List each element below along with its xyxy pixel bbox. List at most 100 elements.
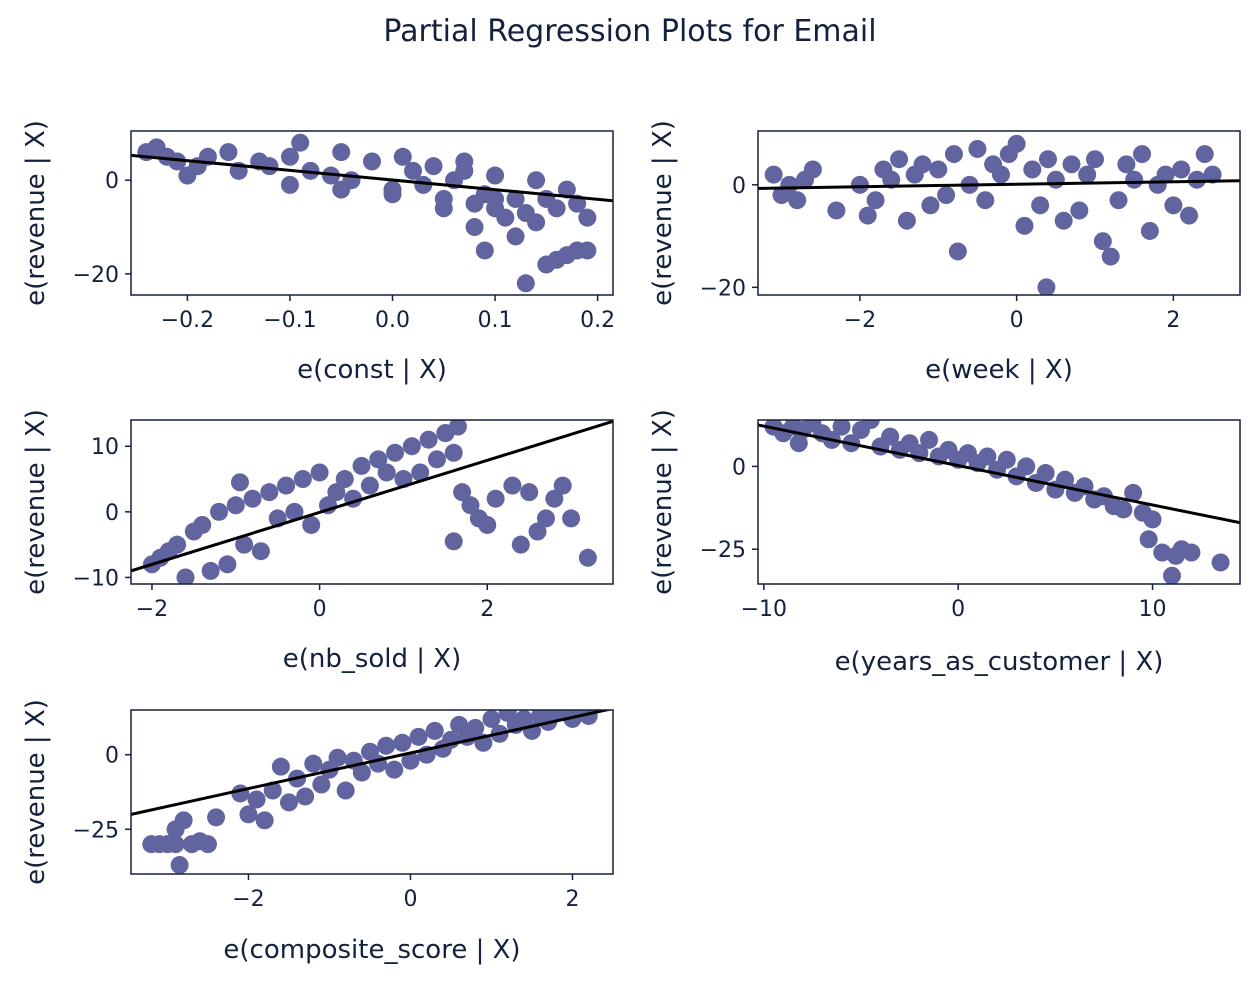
data-point	[948, 242, 967, 261]
data-point	[913, 155, 932, 174]
plot-area	[758, 134, 1240, 295]
data-point	[1023, 160, 1042, 179]
data-point	[991, 165, 1010, 184]
plot-area	[131, 133, 613, 293]
x-tick-label: 0	[1010, 308, 1024, 333]
subplot-4: −10 0 10 −25 0 e(years_as_customer | X) e(reve…	[648, 409, 1241, 677]
data-point	[1036, 464, 1055, 483]
data-point	[352, 456, 371, 475]
data-point	[166, 820, 185, 839]
data-point	[827, 201, 846, 220]
data-point	[503, 476, 522, 495]
y-tick-label: −25	[700, 538, 746, 563]
data-point	[516, 204, 535, 222]
data-point	[506, 227, 525, 246]
data-point	[280, 175, 299, 194]
data-point	[178, 166, 197, 185]
data-point	[448, 420, 467, 436]
x-tick-label: 0	[951, 597, 965, 622]
data-point	[166, 835, 185, 854]
data-point	[536, 509, 555, 528]
data-point	[764, 165, 783, 184]
data-point	[377, 463, 396, 482]
data-point	[832, 420, 851, 436]
y-axis-label: e(revenue | X)	[648, 409, 678, 595]
data-point	[291, 133, 310, 152]
data-point	[1101, 247, 1120, 266]
data-point	[247, 790, 266, 809]
x-tick-label: 0.0	[375, 308, 410, 333]
data-point	[1187, 170, 1206, 189]
data-point	[937, 186, 956, 205]
data-point	[230, 473, 249, 492]
x-tick-label: 0	[403, 887, 417, 912]
data-point	[425, 721, 444, 740]
data-point	[881, 427, 900, 446]
y-axis-label: e(revenue | X)	[21, 409, 51, 595]
data-point	[170, 856, 189, 874]
x-tick-label: 2	[565, 887, 579, 912]
data-point	[528, 522, 547, 541]
data-point	[411, 463, 430, 482]
data-point	[377, 736, 396, 755]
data-point	[235, 535, 254, 554]
axes-frame	[130, 419, 614, 585]
data-point	[352, 763, 371, 782]
data-point	[424, 157, 443, 176]
y-tick-label: 0	[105, 169, 119, 194]
data-point	[419, 430, 438, 449]
data-point	[198, 835, 217, 854]
data-point	[461, 496, 480, 515]
data-point	[453, 483, 472, 502]
x-axis-label: e(nb_sold | X)	[283, 644, 462, 674]
data-point	[1166, 546, 1185, 565]
data-point	[434, 199, 453, 218]
data-point	[527, 171, 546, 190]
y-axis-label: e(revenue | X)	[21, 120, 51, 306]
data-point	[360, 476, 379, 495]
data-point	[920, 430, 939, 449]
fit-line	[131, 710, 613, 816]
x-tick-label: 10	[1139, 597, 1167, 622]
data-point	[369, 450, 388, 469]
data-point	[858, 206, 877, 225]
data-point	[176, 568, 195, 584]
data-point	[279, 793, 298, 812]
data-point	[547, 199, 566, 218]
data-point	[475, 241, 494, 260]
data-point	[310, 463, 329, 482]
fit-line	[131, 420, 613, 573]
data-point	[897, 211, 916, 230]
data-point	[486, 166, 505, 185]
subplot-1: −0.2 −0.1 0.0 0.1 0.2 −20 0 e(const | X) e(reven…	[21, 120, 615, 385]
data-point	[882, 170, 901, 189]
data-point	[1038, 150, 1057, 169]
x-tick-label: 0.1	[478, 308, 513, 333]
y-tick-label: 0	[105, 501, 119, 526]
subplot-5: −2 0 2 −25 0 e(composite_score | X) e(revenue …	[21, 699, 614, 965]
data-point	[466, 718, 485, 737]
data-point	[506, 189, 525, 208]
data-point	[304, 754, 323, 773]
x-tick-label: −0.1	[263, 308, 316, 333]
data-point	[944, 145, 963, 164]
x-axis-label: e(years_as_customer | X)	[835, 647, 1164, 677]
data-point	[1007, 134, 1026, 153]
data-point	[1180, 206, 1199, 225]
data-point	[218, 555, 237, 574]
data-point	[553, 476, 572, 495]
data-point	[1143, 510, 1162, 529]
x-tick-label: 0	[313, 597, 327, 622]
fit-line	[131, 153, 613, 203]
plot-area	[131, 420, 613, 584]
data-point	[478, 515, 497, 534]
data-point	[482, 710, 501, 728]
fit-line	[758, 423, 1240, 525]
data-point	[277, 476, 296, 495]
data-point	[328, 748, 347, 767]
data-point	[210, 502, 229, 521]
data-point	[1140, 221, 1159, 240]
data-point	[402, 437, 421, 456]
data-point	[243, 489, 262, 508]
